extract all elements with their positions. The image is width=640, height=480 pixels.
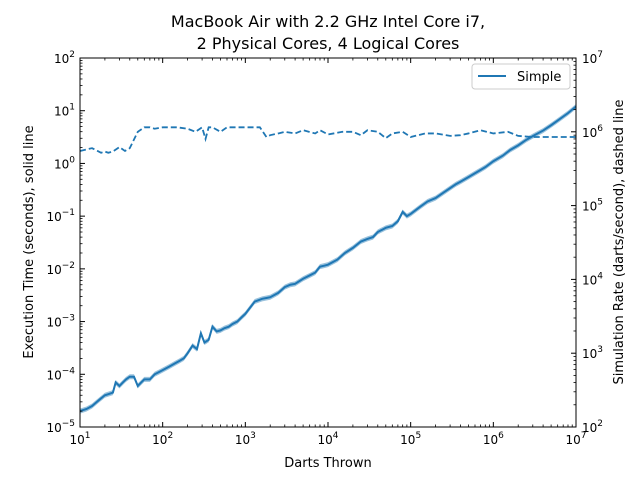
- y-left-tick-label: 10−1: [46, 208, 75, 224]
- y-left-tick-label: 10−5: [46, 419, 75, 435]
- y-left-tick-label: 100: [54, 155, 75, 171]
- x-tick-label: 104: [317, 431, 338, 447]
- legend: Simple: [471, 63, 571, 90]
- y-right-tick-label: 107: [582, 50, 603, 66]
- series-layer: [79, 104, 577, 414]
- y-right-tick-label: 104: [582, 271, 603, 287]
- x-tick-label: 103: [235, 431, 256, 447]
- chart-title-line2: 2 Physical Cores, 4 Logical Cores: [197, 34, 460, 53]
- y-left-tick-label: 10−2: [46, 261, 75, 277]
- x-tick-label: 107: [565, 431, 586, 447]
- series-line-simulation-rate: [79, 125, 576, 154]
- y-left-tick-label: 102: [54, 50, 75, 66]
- y-left-tick-label: 10−3: [46, 314, 75, 330]
- plot-frame: [79, 57, 577, 428]
- y-right-tick-label: 103: [582, 345, 603, 361]
- x-tick-label: 102: [152, 431, 173, 447]
- legend-box: [471, 63, 571, 90]
- chart-title-line1: MacBook Air with 2.2 GHz Intel Core i7,: [171, 12, 485, 31]
- x-axis-label: Darts Thrown: [284, 456, 371, 471]
- y-right-tick-label: 106: [582, 124, 603, 140]
- series-line-simple: [79, 105, 577, 413]
- x-tick-label: 105: [400, 431, 421, 447]
- y-left-tick-label: 10−4: [46, 366, 75, 382]
- y-right-axis-label: Simulation Rate (darts/second), dashed l…: [612, 100, 627, 385]
- axis-layer: 101 102 103 104 105 106 107 10−5 10−4 10−3 10−2 10−…: [46, 50, 603, 447]
- x-tick-label: 101: [69, 431, 90, 447]
- y-left-tick-label: 101: [54, 103, 75, 119]
- y-right-tick-label: 105: [582, 198, 603, 214]
- legend-label-simple: Simple: [517, 70, 561, 85]
- x-tick-label: 106: [483, 431, 504, 447]
- y-right-tick-label: 102: [582, 419, 603, 435]
- y-left-axis-label: Execution Time (seconds), solid line: [22, 125, 37, 358]
